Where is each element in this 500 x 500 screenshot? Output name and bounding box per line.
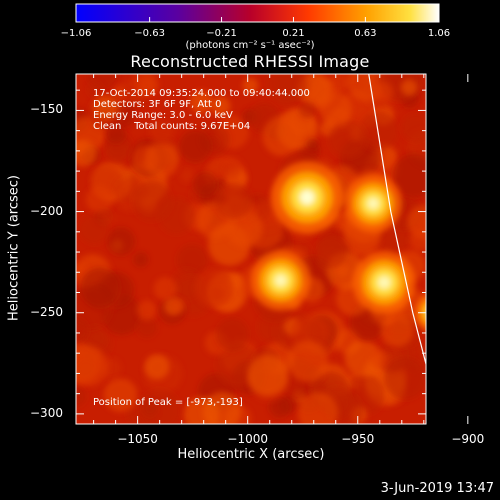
colorbar-tick-label: −0.21: [206, 28, 237, 39]
texture-blob: [76, 139, 97, 167]
texture-blob: [392, 153, 426, 198]
texture-blob: [144, 354, 170, 380]
texture-blob: [262, 115, 303, 157]
source-blob: [250, 250, 311, 311]
colorbar-ticks: [75, 17, 440, 22]
annotation-peak-position: Position of Peak = [-973,-193]: [93, 397, 243, 408]
source-blob: [352, 251, 416, 314]
texture-blob: [380, 313, 414, 347]
texture-blob: [407, 205, 426, 239]
footer-date: 3-Jun-2019 13:47: [380, 481, 494, 496]
annotation-detectors: Detectors: 3F 6F 9F, Att 0: [93, 99, 222, 110]
texture-blob: [298, 100, 317, 119]
texture-blob: [179, 130, 212, 163]
colorbar-tick-label: −1.06: [60, 28, 92, 39]
chart-title: Reconstructed RHESSI Image: [130, 52, 370, 71]
texture-blob: [268, 395, 291, 418]
colorbar-tick-label: 0.63: [354, 28, 377, 39]
texture-blob: [106, 124, 126, 144]
texture-blob: [136, 316, 158, 338]
texture-blob: [409, 230, 426, 252]
axis-ticks: [76, 74, 469, 424]
colorbar: [75, 3, 440, 23]
texture-blob: [210, 96, 231, 116]
source-blob: [271, 161, 344, 234]
heatmap-texture: [76, 74, 426, 424]
heatmap-area: [76, 74, 426, 424]
texture-blob: [226, 210, 263, 247]
annotation-clean-counts: Clean Total counts: 9.67E+04: [93, 121, 251, 132]
annotation-time-range: 17-Oct-2014 09:35:24.000 to 09:40:44.000: [93, 88, 310, 99]
texture-blob: [133, 251, 149, 268]
texture-blob: [314, 235, 347, 269]
texture-blob: [103, 378, 138, 412]
texture-blob: [328, 119, 367, 158]
x-tick-label: −900: [451, 432, 485, 446]
texture-blob: [87, 82, 103, 98]
texture-blob: [372, 81, 394, 103]
source-blob: [344, 174, 403, 233]
texture-blob: [306, 138, 319, 151]
y-tick-label: −250: [30, 304, 63, 319]
y-axis-label-text: Heliocentric Y (arcsec): [6, 175, 22, 321]
heatmap-sources: [250, 161, 426, 332]
texture-blob: [383, 357, 426, 400]
texture-blob: [76, 346, 109, 387]
solar-limb-line: [368, 74, 426, 367]
x-tick-label: −1000: [227, 432, 268, 446]
texture-blob: [223, 162, 241, 179]
texture-blob: [318, 91, 353, 126]
texture-blob: [144, 142, 180, 178]
plot-frame: [75, 73, 427, 425]
colorbar-tick-label: 0.21: [282, 28, 305, 39]
texture-blob: [80, 267, 121, 308]
y-tick-label: −200: [30, 203, 63, 218]
texture-blob: [328, 74, 350, 94]
texture-blob: [131, 181, 172, 221]
texture-blob: [142, 401, 158, 417]
texture-blob: [194, 268, 234, 308]
texture-blob: [247, 354, 289, 396]
colorbar-label: (photons cm⁻² s⁻¹ asec⁻²): [185, 40, 315, 51]
texture-blob: [106, 139, 130, 164]
texture-blob: [76, 263, 88, 277]
texture-blob: [242, 77, 259, 94]
texture-blob: [176, 244, 209, 276]
texture-blob: [76, 317, 89, 343]
annotation-energy-range: Energy Range: 3.0 - 6.0 keV: [93, 110, 233, 121]
texture-blob: [149, 120, 174, 144]
colorbar-tick-label: 1.06: [427, 28, 451, 39]
texture-blob: [136, 300, 157, 321]
x-axis-label: Heliocentric X (arcsec): [177, 447, 325, 462]
texture-blob: [106, 227, 136, 256]
y-tick-label: −300: [30, 405, 63, 420]
texture-blob: [401, 113, 426, 142]
texture-blob: [369, 349, 389, 369]
x-tick-label: −1050: [117, 432, 158, 446]
texture-blob: [138, 76, 156, 94]
texture-blob: [170, 298, 186, 313]
texture-blob: [79, 213, 110, 245]
texture-blob: [83, 326, 108, 350]
texture-blob: [297, 392, 339, 424]
x-tick-label: −950: [341, 432, 375, 446]
y-tick-label: −150: [30, 102, 63, 117]
texture-blob: [266, 74, 308, 107]
colorbar-tick-label: −0.63: [134, 28, 165, 39]
texture-blob: [215, 182, 252, 220]
texture-blob: [215, 318, 249, 351]
texture-blob: [202, 392, 242, 424]
texture-blob: [179, 168, 195, 183]
texture-blob: [153, 277, 177, 301]
texture-blob: [287, 340, 329, 382]
texture-blob: [344, 340, 382, 377]
texture-blob: [85, 185, 114, 214]
texture-blob: [400, 79, 418, 96]
texture-blob: [193, 172, 218, 197]
texture-blob: [189, 90, 213, 114]
texture-blob: [116, 78, 144, 107]
texture-blob: [92, 94, 119, 121]
texture-blob: [76, 385, 87, 407]
